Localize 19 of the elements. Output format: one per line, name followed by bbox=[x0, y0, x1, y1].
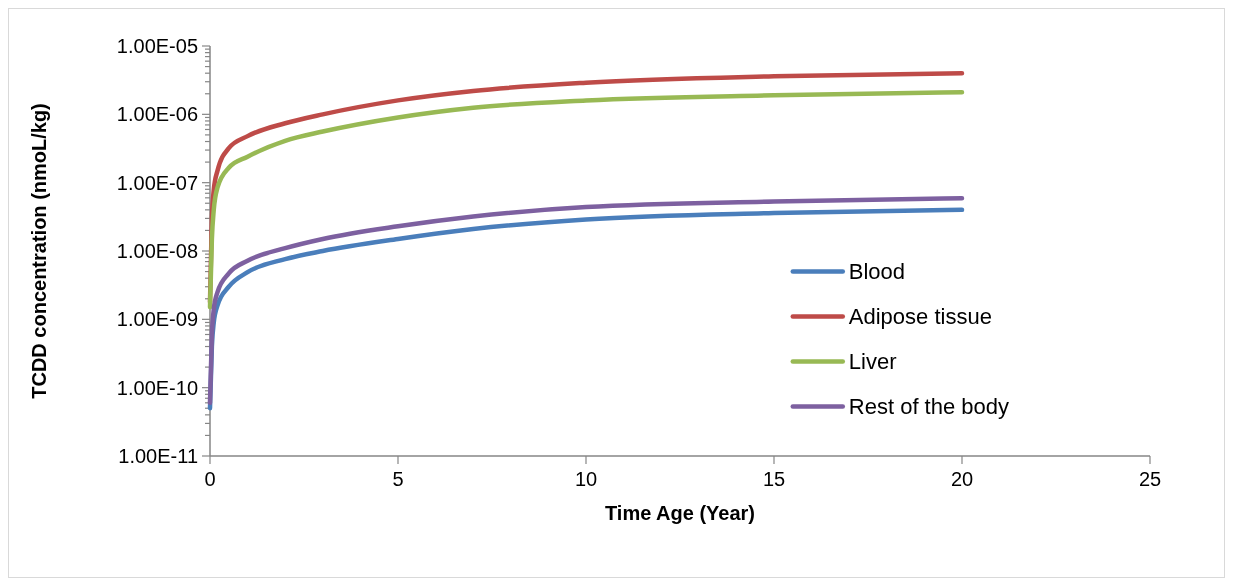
x-tick-label: 10 bbox=[574, 468, 598, 490]
legend-label: Blood bbox=[848, 259, 906, 285]
x-tick-label: 0 bbox=[204, 468, 216, 490]
y-axis-title: TCDD concentration (nmoL/kg) bbox=[28, 103, 50, 399]
x-tick-label: 5 bbox=[392, 468, 404, 490]
x-axis-title: Time Age (Year) bbox=[604, 502, 756, 524]
y-tick-label: 1.00E-06 bbox=[116, 103, 198, 126]
y-tick-label: 1.00E-07 bbox=[116, 171, 198, 194]
x-tick-label: 20 bbox=[950, 468, 974, 490]
y-tick-label: 1.00E-10 bbox=[116, 376, 198, 399]
legend-label: Rest of the body bbox=[848, 394, 1010, 420]
x-tick-label: 25 bbox=[1138, 468, 1162, 490]
y-tick-label: 1.00E-11 bbox=[118, 445, 198, 467]
y-tick-label: 1.00E-09 bbox=[116, 308, 198, 331]
x-tick-label: 15 bbox=[762, 468, 786, 490]
legend-label: Adipose tissue bbox=[848, 304, 992, 330]
y-tick-label: 1.00E-05 bbox=[116, 35, 198, 57]
legend-label: Liver bbox=[848, 349, 897, 375]
y-tick-label: 1.00E-08 bbox=[116, 240, 198, 262]
